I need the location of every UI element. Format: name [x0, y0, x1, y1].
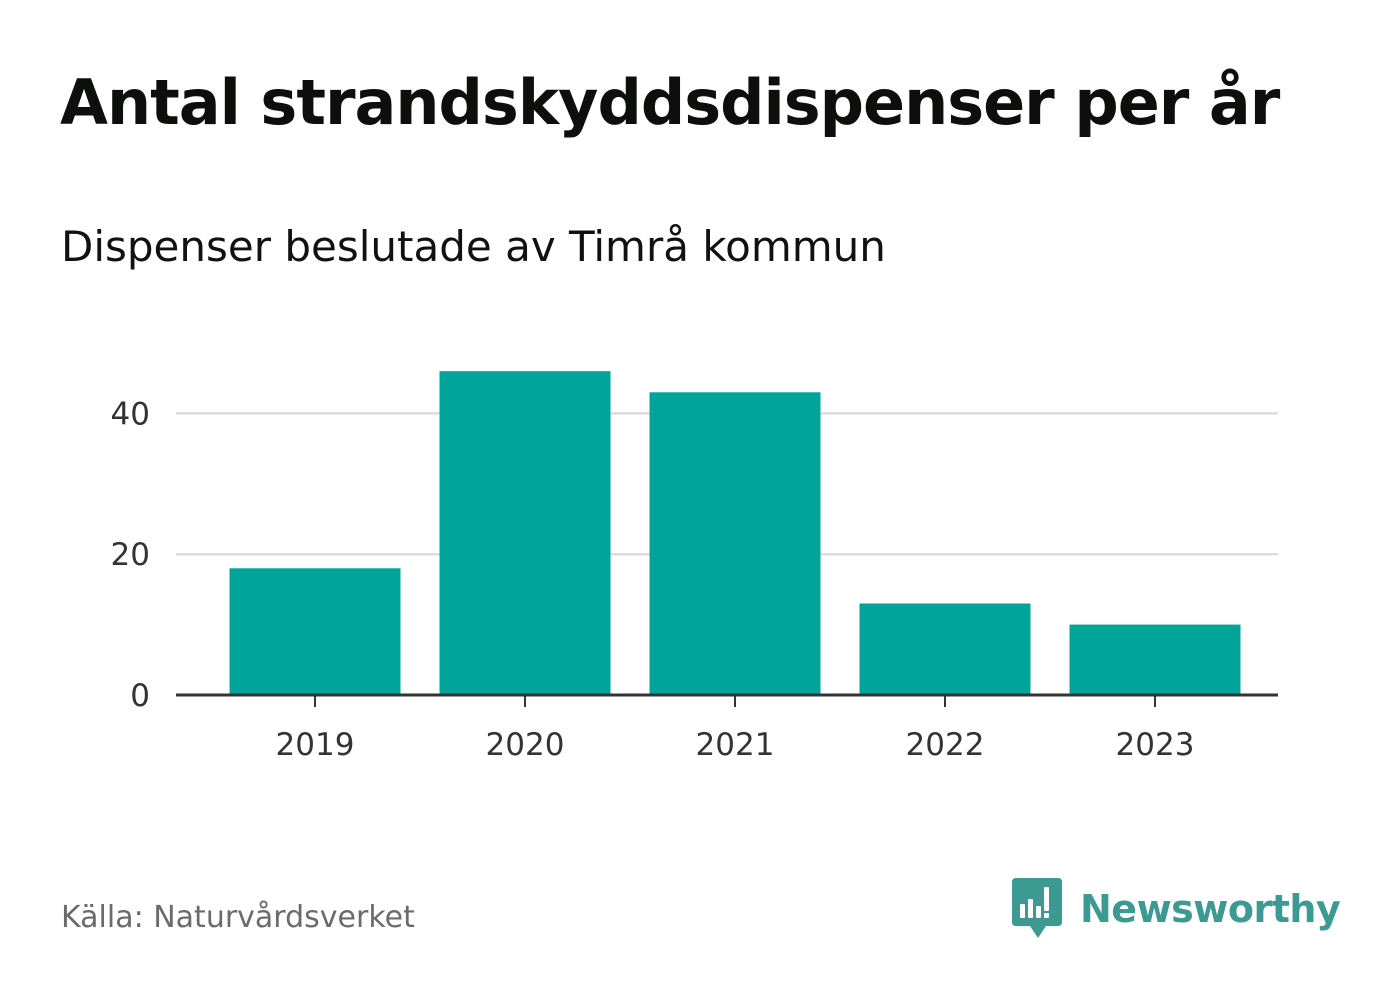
y-tick-label: 20: [111, 537, 150, 573]
y-tick-label: 0: [130, 678, 150, 714]
x-tick-label: 2019: [276, 727, 355, 763]
y-tick-label: 40: [111, 396, 150, 432]
x-tick-label: 2023: [1116, 727, 1195, 763]
bar-2019[interactable]: [229, 568, 401, 695]
chart-title: Antal strandskyddsdispenser per år: [60, 66, 1280, 139]
source-note: Källa: Naturvårdsverket: [61, 900, 415, 935]
newsworthy-logo-icon: [1012, 878, 1062, 938]
bar-2022[interactable]: [859, 603, 1031, 695]
chart-subtitle: Dispenser beslutade av Timrå kommun: [61, 222, 886, 271]
bar-2020[interactable]: [439, 371, 611, 695]
bar-2023[interactable]: [1069, 624, 1241, 695]
brand[interactable]: Newsworthy: [1012, 878, 1341, 940]
x-axis-ticks: 2019 2020 2021 2022 2023: [276, 695, 1195, 763]
bars: [229, 371, 1241, 695]
bar-2021[interactable]: [649, 392, 821, 695]
x-tick-label: 2021: [696, 727, 775, 763]
x-tick-label: 2022: [906, 727, 985, 763]
y-axis-ticks: 0 20 40: [111, 396, 150, 714]
brand-name: Newsworthy: [1080, 887, 1341, 931]
x-tick-label: 2020: [486, 727, 565, 763]
